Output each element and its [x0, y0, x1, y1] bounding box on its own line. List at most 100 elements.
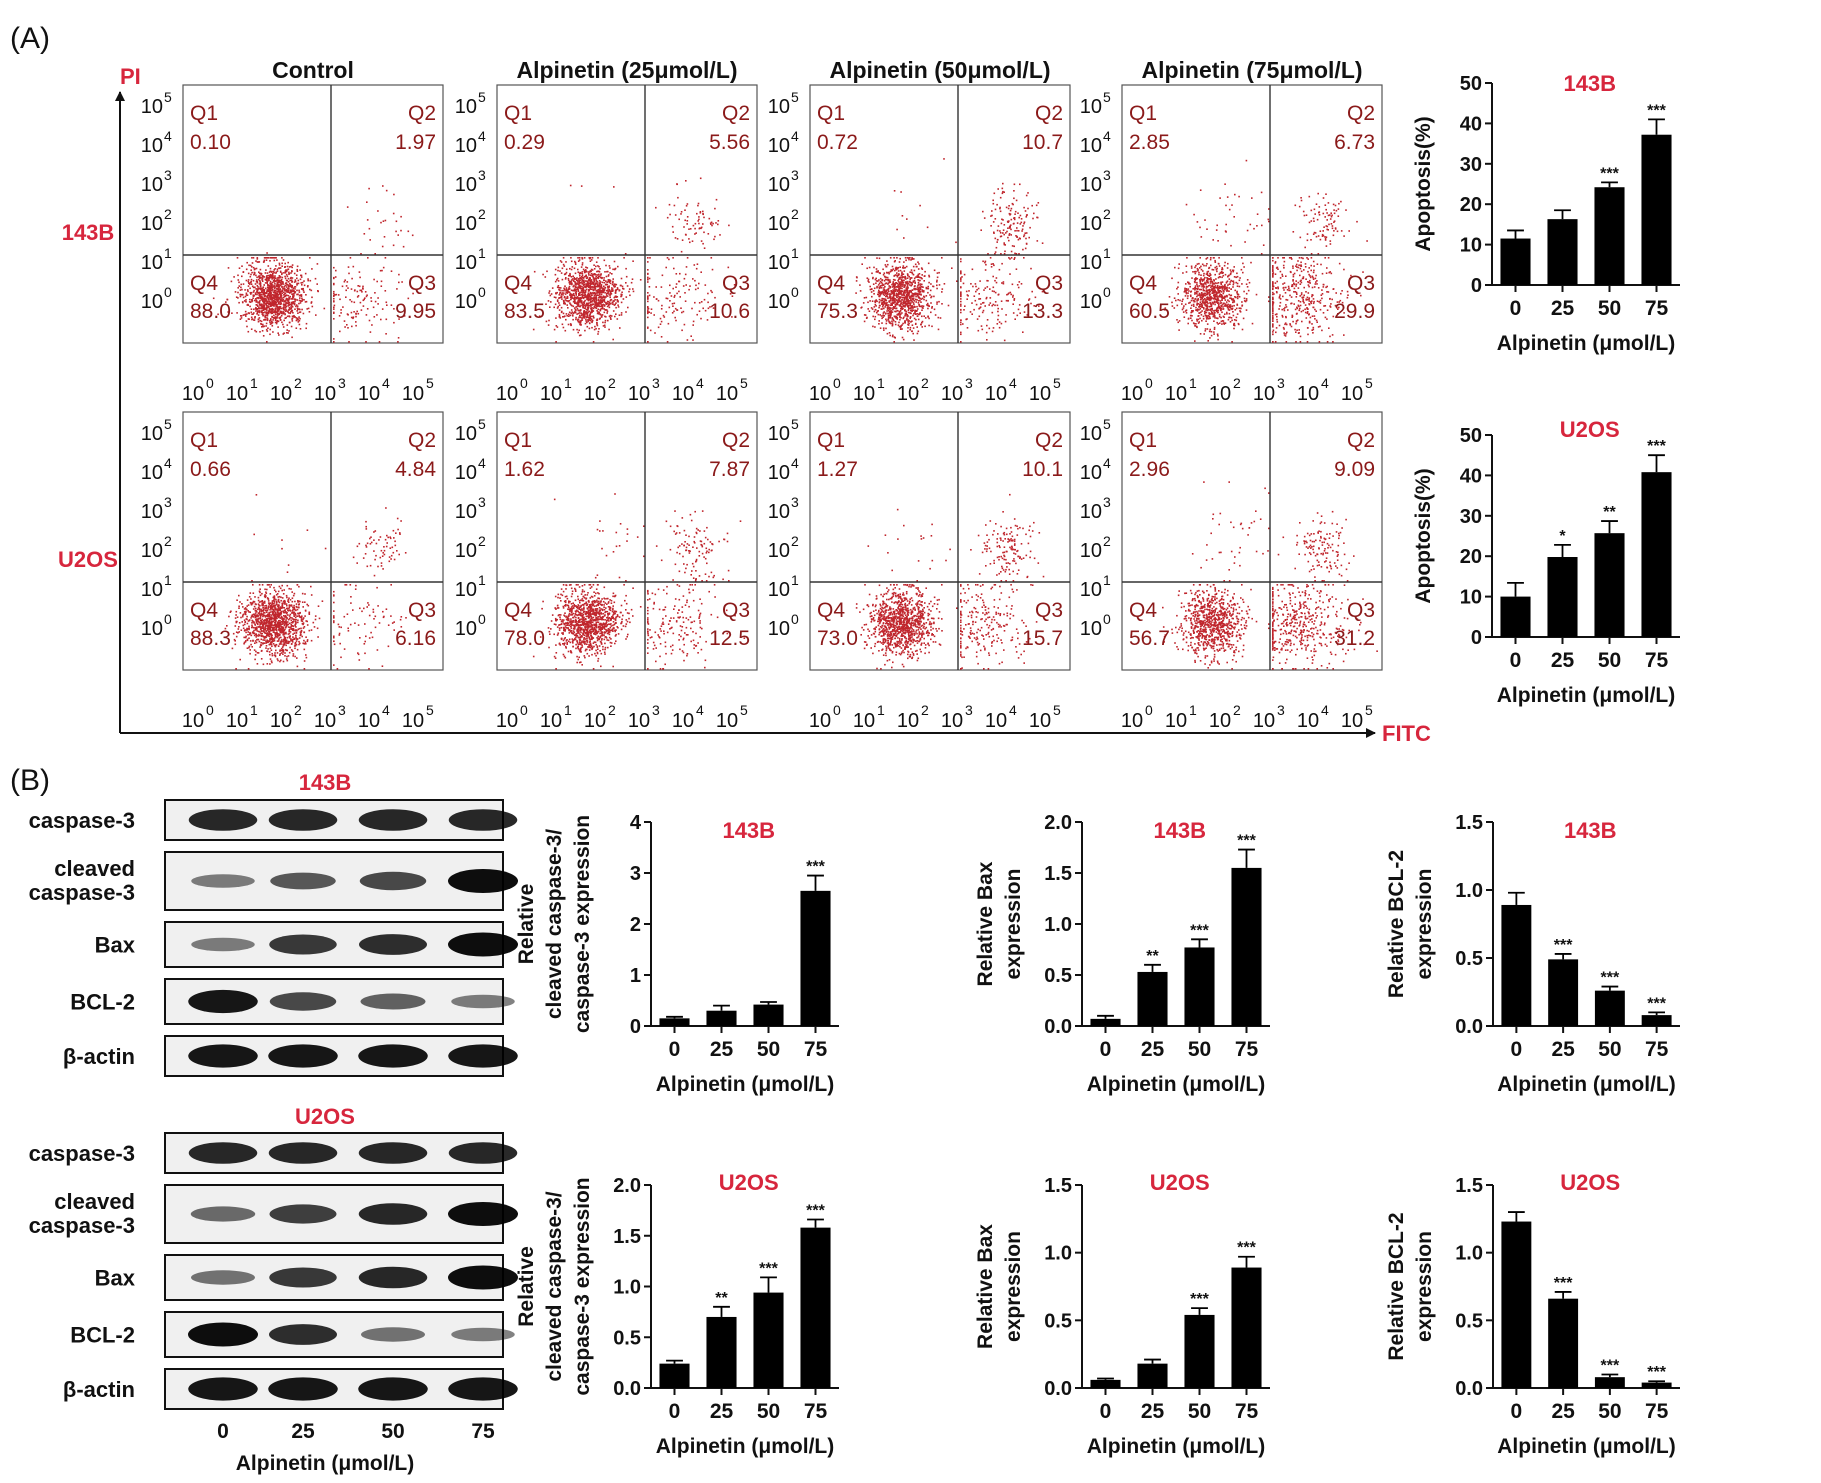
scatter-dot	[274, 294, 276, 296]
scatter-dot	[915, 301, 917, 303]
scatter-dot	[990, 215, 992, 217]
scatter-dot	[881, 300, 883, 302]
scatter-dot	[564, 297, 566, 299]
scatter-dot	[274, 293, 276, 295]
y-tick-exponent: 5	[791, 89, 799, 105]
scatter-dot	[710, 290, 712, 292]
scatter-dot	[599, 288, 601, 290]
y-tick-exponent: 3	[478, 167, 486, 183]
scatter-dot	[311, 297, 313, 299]
scatter-dot	[917, 261, 919, 263]
scatter-dot	[294, 288, 296, 290]
scatter-dot	[276, 288, 278, 290]
scatter-dot	[672, 231, 674, 233]
quadrant-name-q2: Q2	[1035, 102, 1063, 125]
scatter-dot	[1228, 317, 1230, 319]
scatter-dot	[613, 300, 615, 302]
scatter-dot	[307, 280, 309, 282]
scatter-dot	[261, 294, 263, 296]
scatter-dot	[259, 320, 261, 322]
scatter-dot	[297, 294, 299, 296]
scatter-dot	[1014, 213, 1016, 215]
scatter-dot	[897, 283, 899, 285]
scatter-dot	[1001, 263, 1003, 265]
scatter-dot	[591, 318, 593, 320]
scatter-dot	[578, 278, 580, 280]
scatter-dot	[247, 289, 249, 291]
scatter-dot	[1218, 263, 1220, 265]
scatter-dot	[614, 269, 616, 271]
scatter-dot	[1176, 288, 1178, 290]
scatter-dot	[279, 318, 281, 320]
scatter-dot	[890, 310, 892, 312]
scatter-dot	[582, 271, 584, 273]
scatter-dot	[1017, 212, 1019, 214]
scatter-dot	[1014, 318, 1016, 320]
scatter-dot	[595, 266, 597, 268]
scatter-dot	[270, 299, 272, 301]
scatter-dot	[669, 307, 671, 309]
scatter-dot	[261, 277, 263, 279]
scatter-dot	[253, 319, 255, 321]
scatter-dot	[557, 307, 559, 309]
scatter-dot	[256, 279, 258, 281]
scatter-dot	[997, 319, 999, 321]
scatter-dot	[577, 257, 579, 259]
scatter-dot	[1198, 322, 1200, 324]
scatter-dot	[262, 312, 264, 314]
scatter-dot	[1012, 296, 1014, 298]
scatter-dot	[294, 292, 296, 294]
scatter-dot	[647, 273, 649, 275]
scatter-dot	[993, 287, 995, 289]
scatter-dot	[555, 341, 557, 343]
scatter-dot	[279, 289, 281, 291]
scatter-dot	[1221, 277, 1223, 279]
scatter-dot	[277, 309, 279, 311]
scatter-dot	[560, 317, 562, 319]
scatter-dot	[270, 271, 272, 273]
y-tick-exponent: 1	[478, 245, 486, 261]
scatter-dot	[1199, 304, 1201, 306]
scatter-dot	[259, 273, 261, 275]
scatter-dot	[693, 321, 695, 323]
scatter-dot	[1184, 289, 1186, 291]
scatter-dot	[613, 310, 615, 312]
scatter-dot	[259, 331, 261, 333]
scatter-dot	[579, 275, 581, 277]
scatter-dot	[884, 286, 886, 288]
scatter-dot	[580, 324, 582, 326]
scatter-dot	[579, 273, 581, 275]
scatter-dot	[563, 327, 565, 329]
scatter-dot	[283, 288, 285, 290]
scatter-dot	[266, 276, 268, 278]
x-tick-exponent: 2	[294, 375, 302, 391]
scatter-dot	[878, 290, 880, 292]
scatter-dot	[285, 292, 287, 294]
scatter-dot	[914, 306, 916, 308]
scatter-dot	[901, 328, 903, 330]
scatter-dot	[286, 274, 288, 276]
scatter-dot	[300, 279, 302, 281]
scatter-dot	[992, 200, 994, 202]
scatter-dot	[1239, 280, 1241, 282]
scatter-dot	[978, 293, 980, 295]
scatter-dot	[1007, 294, 1009, 296]
scatter-dot	[918, 282, 920, 284]
scatter-dot	[559, 309, 561, 311]
scatter-dot	[596, 305, 598, 307]
scatter-dot	[598, 312, 600, 314]
scatter-dot	[283, 320, 285, 322]
scatter-dot	[360, 302, 362, 304]
scatter-dot	[594, 287, 596, 289]
scatter-dot	[273, 269, 275, 271]
scatter-dot	[296, 320, 298, 322]
scatter-dot	[253, 267, 255, 269]
x-tick-base: 10	[182, 383, 204, 405]
scatter-dot	[324, 308, 326, 310]
scatter-dot	[584, 330, 586, 332]
scatter-dot	[951, 267, 953, 269]
row-label-143b: 143B	[62, 220, 115, 245]
scatter-dot	[895, 321, 897, 323]
scatter-dot	[369, 228, 371, 230]
scatter-dot	[282, 282, 284, 284]
